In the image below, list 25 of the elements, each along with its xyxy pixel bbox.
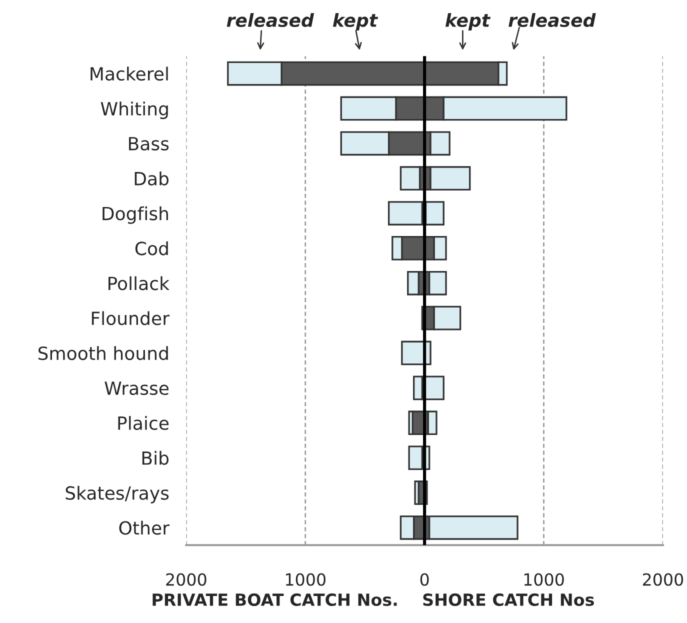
- y-tick-label: Bass: [129, 137, 169, 151]
- y-tick-label: Skates/rays: [66, 486, 169, 504]
- y-tick-label: Plaice: [118, 416, 169, 430]
- text: SHORE CATCH Nos: [423, 593, 594, 606]
- y-tick-label: Flounder: [92, 311, 170, 326]
- y-tick-label: Smooth hound: [38, 346, 168, 360]
- y-tick-label: Whiting: [100, 102, 168, 120]
- text: PRIVATE BOAT CATCH Nos.: [152, 593, 397, 606]
- text: released: [508, 13, 596, 28]
- y-tick-label: Mackerel: [90, 66, 168, 81]
- y-tick-label: Wrasse: [104, 382, 169, 396]
- x-tick-label: 1000: [524, 573, 564, 586]
- y-tick-label: Pollack: [108, 276, 170, 290]
- y-tick-label: Dogfish: [102, 206, 168, 224]
- x-tick-label: 0: [420, 573, 429, 586]
- y-tick-label: Bib: [142, 450, 169, 465]
- y-tick-label: Dab: [134, 171, 169, 186]
- text: kept: [332, 13, 378, 31]
- text: released: [226, 13, 314, 28]
- x-tick-label: 1000: [286, 573, 326, 586]
- y-tick-label: Cod: [135, 241, 168, 256]
- y-tick-label: Other: [119, 520, 170, 535]
- text: kept: [445, 13, 491, 31]
- x-tick-label: 2000: [642, 573, 684, 586]
- x-tick-label: 2000: [166, 573, 206, 586]
